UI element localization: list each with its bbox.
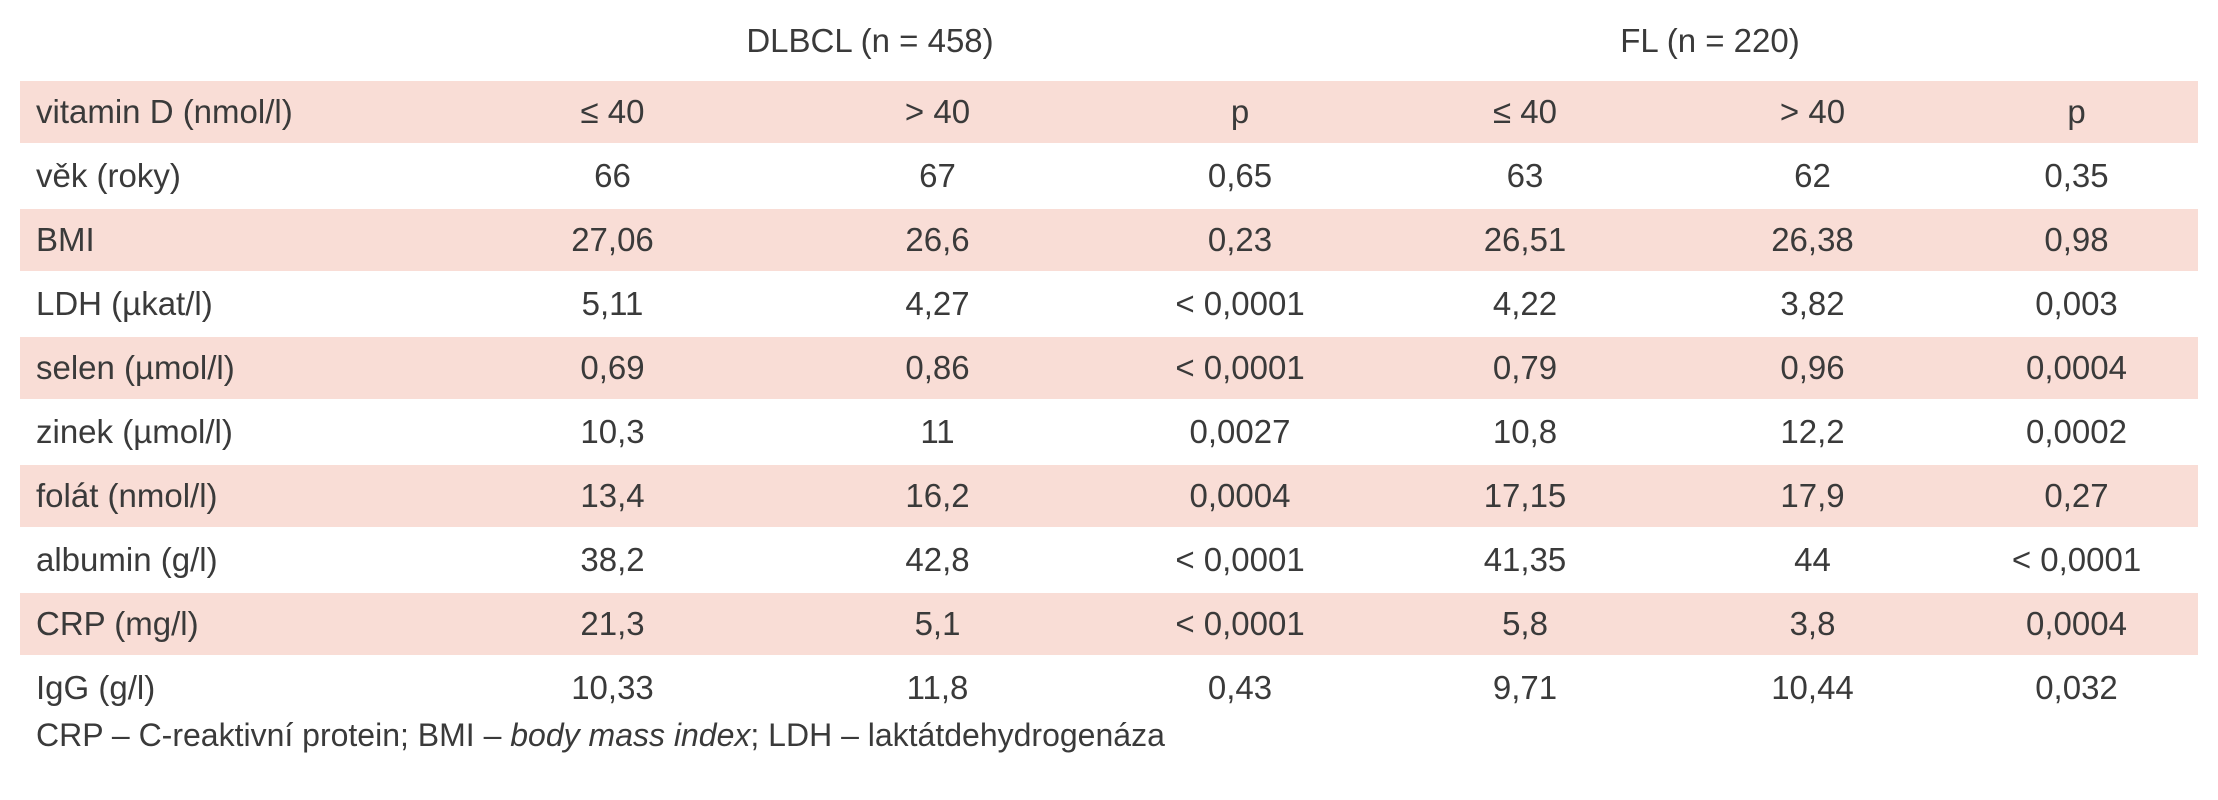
- table-row: zinek (µmol/l) 10,3 11 0,0027 10,8 12,2 0,0002: [20, 400, 2198, 464]
- row-label: albumin (g/l): [36, 541, 218, 578]
- table-cell: 66: [594, 157, 631, 194]
- table-cell: 21,3: [450, 592, 775, 656]
- table-cell: 42,8: [905, 541, 970, 578]
- table-cell: 62: [1794, 157, 1831, 194]
- header-cell: > 40: [775, 81, 1100, 144]
- table-cell: 11,8: [906, 669, 969, 706]
- table-cell: 0,86: [775, 336, 1100, 400]
- table-cell: 38,2: [580, 541, 645, 578]
- table-row: CRP (mg/l) 21,3 5,1 < 0,0001 5,8 3,8 0,0004: [20, 592, 2198, 656]
- table-cell: 10,33: [571, 669, 654, 706]
- row-label: selen (µmol/l): [20, 336, 450, 400]
- table-cell: 27,06: [450, 208, 775, 272]
- table-cell: < 0,0001: [1100, 592, 1380, 656]
- table-row: folát (nmol/l) 13,4 16,2 0,0004 17,15 17,9 0,2…: [20, 464, 2198, 528]
- table-cell: 0,96: [1670, 336, 1955, 400]
- table-cell: 0,23: [1100, 208, 1380, 272]
- header-cell: > 40: [1670, 81, 1955, 144]
- table-cell: 4,27: [905, 285, 970, 322]
- table-row: albumin (g/l) 38,2 42,8 < 0,0001 41,35 44 < 0,…: [20, 528, 2198, 592]
- row-label: CRP (mg/l): [20, 592, 450, 656]
- table-cell: 0,0004: [1955, 592, 2198, 656]
- header-cell: ≤ 40: [450, 81, 775, 144]
- table-cell: < 0,0001: [1175, 285, 1305, 322]
- table-cell: 5,1: [775, 592, 1100, 656]
- table-row: selen (µmol/l) 0,69 0,86 < 0,0001 0,79 0,96 0,…: [20, 336, 2198, 400]
- header-cell: ≤ 40: [1380, 81, 1670, 144]
- table-row: věk (roky) 66 67 0,65 63 62 0,35: [20, 144, 2198, 208]
- table-cell: 41,35: [1483, 541, 1567, 578]
- table-cell: 0,43: [1207, 669, 1273, 706]
- table-row: LDH (µkat/l) 5,11 4,27 < 0,0001 4,22 3,82 0,00…: [20, 272, 2198, 336]
- table-cell: 12,2: [1780, 413, 1845, 450]
- table-cell: 0,69: [450, 336, 775, 400]
- group-title-dlbcl: DLBCL (n = 458): [746, 22, 994, 59]
- row-label: věk (roky): [36, 157, 181, 194]
- table-cell: 0,98: [1955, 208, 2198, 272]
- footnote-text: CRP – C-reaktivní protein; BMI –: [36, 717, 511, 753]
- footnote-text: ; LDH – laktátdehydrogenáza: [750, 717, 1165, 753]
- row-label: LDH (µkat/l): [36, 285, 213, 322]
- group-header-row: DLBCL (n = 458) FL (n = 220): [20, 0, 2198, 81]
- table-cell: 0,65: [1207, 157, 1273, 194]
- table-cell: 0,0027: [1189, 413, 1291, 450]
- table-cell: 26,6: [775, 208, 1100, 272]
- header-row: vitamin D (nmol/l) ≤ 40 > 40 p ≤ 40 > 40…: [20, 81, 2198, 144]
- group-title-fl: FL (n = 220): [1620, 22, 1800, 59]
- row-label: BMI: [20, 208, 450, 272]
- table-cell: 0,27: [1955, 464, 2198, 528]
- table-cell: 13,4: [450, 464, 775, 528]
- table-cell: 0,0004: [1955, 336, 2198, 400]
- row-label: folát (nmol/l): [20, 464, 450, 528]
- table-cell: 5,11: [581, 285, 644, 322]
- table-cell: 3,82: [1780, 285, 1845, 322]
- table-cell: 10,3: [580, 413, 645, 450]
- table-cell: 10,44: [1771, 669, 1854, 706]
- table-cell: 67: [919, 157, 956, 194]
- table-cell: 10,8: [1492, 413, 1558, 450]
- table-cell: 17,9: [1670, 464, 1955, 528]
- table-cell: 26,51: [1380, 208, 1670, 272]
- table-cell: 0,003: [2035, 285, 2118, 322]
- table-row: BMI 27,06 26,6 0,23 26,51 26,38 0,98: [20, 208, 2198, 272]
- table-cell: 17,15: [1380, 464, 1670, 528]
- header-cell: vitamin D (nmol/l): [20, 81, 450, 144]
- table-cell: 9,71: [1492, 669, 1558, 706]
- table-cell: 44: [1794, 541, 1831, 578]
- table-cell: 0,79: [1380, 336, 1670, 400]
- row-label: IgG (g/l): [36, 669, 156, 706]
- table-cell: 63: [1506, 157, 1544, 194]
- table-cell: 0,0004: [1100, 464, 1380, 528]
- table-row: IgG (g/l) 10,33 11,8 0,43 9,71 10,44 0,032: [20, 656, 2198, 720]
- table-cell: 0,0002: [2026, 413, 2127, 450]
- table-cell: 16,2: [775, 464, 1100, 528]
- header-cell: p: [1955, 81, 2198, 144]
- table-cell: 0,032: [2035, 669, 2118, 706]
- table-cell: 11: [920, 413, 955, 450]
- table-cell: < 0,0001: [1100, 336, 1380, 400]
- table-cell: 5,8: [1380, 592, 1670, 656]
- table-cell: 0,35: [2044, 157, 2109, 194]
- header-cell: p: [1100, 81, 1380, 144]
- table-cell: 26,38: [1670, 208, 1955, 272]
- row-label: zinek (µmol/l): [36, 413, 233, 450]
- table-cell: 4,22: [1492, 285, 1558, 322]
- table-cell: 3,8: [1670, 592, 1955, 656]
- footnote: CRP – C-reaktivní protein; BMI – body ma…: [36, 715, 2186, 755]
- data-table: vitamin D (nmol/l) ≤ 40 > 40 p ≤ 40 > 40…: [20, 81, 2198, 721]
- footnote-italic-text: body mass index: [510, 717, 751, 753]
- table-cell: < 0,0001: [2011, 541, 2142, 578]
- table-cell: < 0,0001: [1175, 541, 1305, 578]
